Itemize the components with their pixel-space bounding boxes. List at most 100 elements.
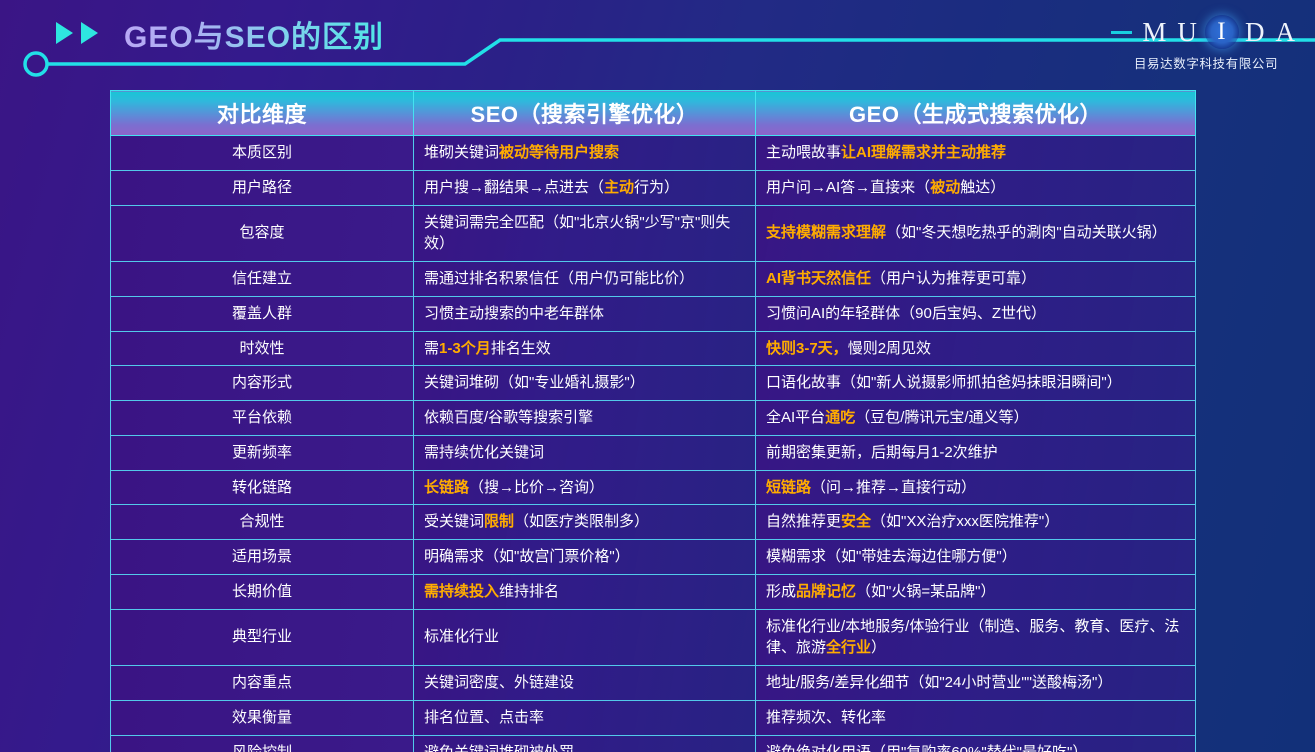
cell-dimension: 内容形式 [110, 365, 414, 401]
cell-geo: 主动喂故事让AI理解需求并主动推荐 [755, 135, 1196, 171]
cell-dimension: 本质区别 [110, 135, 414, 171]
cell-dimension: 长期价值 [110, 573, 414, 610]
logo-wordmark: M U I D A [1111, 12, 1301, 52]
logo-glow-circle-icon [1204, 15, 1239, 49]
company-name: 目易达数字科技有限公司 [1133, 57, 1279, 71]
logo-dash-icon [1111, 30, 1133, 34]
cell-geo: 快则3-7天，慢则2周见效 [755, 330, 1196, 367]
highlight-text: 支持模糊需求理解 [766, 224, 887, 242]
cell-seo: 受关键词限制（如医疗类限制多） [413, 504, 756, 540]
cell-geo: 模糊需求（如"带娃去海边住哪方便"） [755, 539, 1196, 575]
plain-text: 模糊需求（如"带娃去海边住哪方便"） [766, 548, 1017, 565]
cell-seo: 依赖百度/谷歌等搜索引擎 [413, 400, 756, 436]
cell-geo: 自然推荐更安全（如"XX治疗xxx医院推荐"） [755, 504, 1196, 540]
title-arrows [56, 22, 98, 44]
cell-dimension: 包容度 [110, 204, 414, 262]
cell-geo: 全AI平台通吃（豆包/腾讯元宝/通义等） [755, 400, 1196, 436]
cell-seo: 避免关键词堆砌被处罚 [413, 734, 756, 752]
logo-letter-i-badge: I [1204, 15, 1239, 49]
table-row: 适用场景 明确需求（如"故宫门票价格"） 模糊需求（如"带娃去海边住哪方便"） [110, 539, 1196, 575]
plain-text: （如"火锅=某品牌"） [856, 582, 996, 600]
plain-text: 受关键词 [424, 513, 485, 531]
cell-geo: 地址/服务/差异化细节（如"24小时营业""送酸梅汤"） [755, 665, 1196, 701]
column-header-geo: GEO（生成式搜索优化） [755, 90, 1196, 136]
cell-geo: 避免绝对化用语（用"复购率60%"替代"最好吃"） [755, 734, 1196, 752]
table-row: 平台依赖 依赖百度/谷歌等搜索引擎 全AI平台通吃（豆包/腾讯元宝/通义等） [110, 400, 1196, 436]
cell-dimension: 转化链路 [110, 469, 414, 506]
plain-text: 避免关键词堆砌被处罚 [424, 743, 575, 752]
highlight-text: 被动 [930, 178, 961, 196]
cell-seo: 关键词需完全匹配（如"北京火锅"少写"京"则失效） [413, 204, 756, 262]
cell-dimension: 时效性 [110, 330, 414, 367]
plain-text: 全AI平台 [766, 409, 826, 426]
cell-geo: 形成品牌记忆（如"火锅=某品牌"） [755, 573, 1196, 610]
table-row: 包容度 关键词需完全匹配（如"北京火锅"少写"京"则失效） 支持模糊需求理解（如"冬… [110, 204, 1196, 262]
logo-letter-a: A [1275, 16, 1296, 47]
plain-text: 习惯问AI的年轻群体（90后宝妈、Z世代） [766, 304, 1047, 322]
cell-dimension: 合规性 [110, 504, 414, 540]
plain-text: （如"冬天想吃热乎的涮肉"自动关联火锅） [886, 224, 1167, 242]
comparison-table: 对比维度 SEO（搜索引擎优化） GEO（生成式搜索优化） 本质区别 堆砌关键词被… [110, 90, 1196, 752]
cell-geo: 习惯问AI的年轻群体（90后宝妈、Z世代） [755, 295, 1196, 332]
plain-text: 触达） [960, 178, 1006, 196]
plain-text: 用户问→AI答→直接来（ [766, 178, 931, 196]
highlight-text: 快则3-7天， [766, 339, 848, 357]
cell-seo: 明确需求（如"故宫门票价格"） [413, 539, 756, 575]
plain-text: 自然推荐更 [766, 513, 842, 531]
plain-text: 依赖百度/谷歌等搜索引擎 [424, 409, 594, 426]
plain-text: 需持续优化关键词 [424, 443, 545, 461]
plain-text: 口语化故事（如"新人说摄影师抓拍爸妈抹眼泪瞬间"） [766, 374, 1122, 392]
plain-text: 明确需求（如"故宫门票价格"） [424, 548, 630, 565]
table-row: 内容形式 关键词堆砌（如"专业婚礼摄影"） 口语化故事（如"新人说摄影师抓拍爸妈抹眼… [110, 365, 1196, 401]
cell-dimension: 信任建立 [110, 261, 414, 297]
plain-text: （问→推荐→直接行动） [811, 478, 977, 496]
cell-dimension: 内容重点 [110, 665, 414, 701]
header-line-path [47, 38, 1315, 66]
table-row: 用户路径 用户搜→翻结果→点进去（主动行为） 用户问→AI答→直接来（被动触达） [110, 169, 1196, 206]
table-row: 内容重点 关键词密度、外链建设 地址/服务/差异化细节（如"24小时营业""送酸梅汤… [110, 665, 1196, 701]
table-row: 典型行业 标准化行业 标准化行业/本地服务/体验行业（制造、服务、教育、医疗、法律、… [110, 608, 1196, 666]
cell-dimension: 更新频率 [110, 434, 414, 471]
cell-seo: 需通过排名积累信任（用户仍可能比价） [413, 261, 756, 297]
plain-text: ） [871, 639, 887, 657]
highlight-text: 被动等待用户搜索 [499, 144, 620, 161]
cell-geo: 用户问→AI答→直接来（被动触达） [755, 169, 1196, 206]
plain-text: 关键词需完全匹配（如"北京火锅"少写"京"则失效） [424, 213, 731, 253]
plain-text: 行为） [634, 178, 680, 196]
cell-dimension: 适用场景 [110, 539, 414, 575]
cell-seo: 习惯主动搜索的中老年群体 [413, 295, 756, 332]
table-row: 本质区别 堆砌关键词被动等待用户搜索 主动喂故事让AI理解需求并主动推荐 [110, 135, 1196, 171]
plain-text: 需通过排名积累信任（用户仍可能比价） [424, 270, 695, 287]
plain-text: 用户搜→翻结果→点进去（ [424, 178, 605, 196]
plain-text: （如医疗类限制多） [514, 513, 650, 531]
cell-geo: 支持模糊需求理解（如"冬天想吃热乎的涮肉"自动关联火锅） [755, 204, 1196, 262]
cell-seo: 需持续投入维持排名 [413, 573, 756, 610]
header-decorative-line [23, 38, 1315, 77]
table-row: 效果衡量 排名位置、点击率 推荐频次、转化率 [110, 699, 1196, 736]
comparison-table-container: 对比维度 SEO（搜索引擎优化） GEO（生成式搜索优化） 本质区别 堆砌关键词被… [110, 90, 1196, 752]
plain-text: 习惯主动搜索的中老年群体 [424, 304, 605, 322]
highlight-text: 长链路 [424, 478, 470, 496]
plain-text: （如"XX治疗xxx医院推荐"） [871, 513, 1060, 531]
highlight-text: 安全 [841, 513, 872, 531]
cell-seo: 需持续优化关键词 [413, 434, 756, 471]
cell-geo: AI背书天然信任（用户认为推荐更可靠） [755, 261, 1196, 297]
highlight-text: 主动 [604, 178, 635, 196]
highlight-text: 全行业 [826, 639, 872, 657]
logo-letter-u: U [1177, 16, 1198, 47]
cell-dimension: 效果衡量 [110, 699, 414, 736]
cell-seo: 关键词堆砌（如"专业婚礼摄影"） [413, 365, 756, 401]
cell-seo: 堆砌关键词被动等待用户搜索 [413, 135, 756, 171]
slide-header: GEO与SEO的区别 [0, 0, 1315, 82]
cell-geo: 推荐频次、转化率 [755, 699, 1196, 736]
highlight-text: 品牌记忆 [796, 582, 857, 600]
highlight-text: AI背书天然信任 [766, 270, 872, 287]
plain-text: 维持排名 [499, 582, 560, 600]
header-circle-icon [23, 51, 49, 77]
cell-seo: 需1-3个月排名生效 [413, 330, 756, 367]
table-row: 覆盖人群 习惯主动搜索的中老年群体 习惯问AI的年轻群体（90后宝妈、Z世代） [110, 295, 1196, 332]
table-row: 长期价值 需持续投入维持排名 形成品牌记忆（如"火锅=某品牌"） [110, 573, 1196, 610]
cell-dimension: 平台依赖 [110, 400, 414, 436]
plain-text: 排名生效 [490, 339, 551, 357]
plain-text: 避免绝对化用语（用"复购率60%"替代"最好吃"） [766, 743, 1088, 752]
